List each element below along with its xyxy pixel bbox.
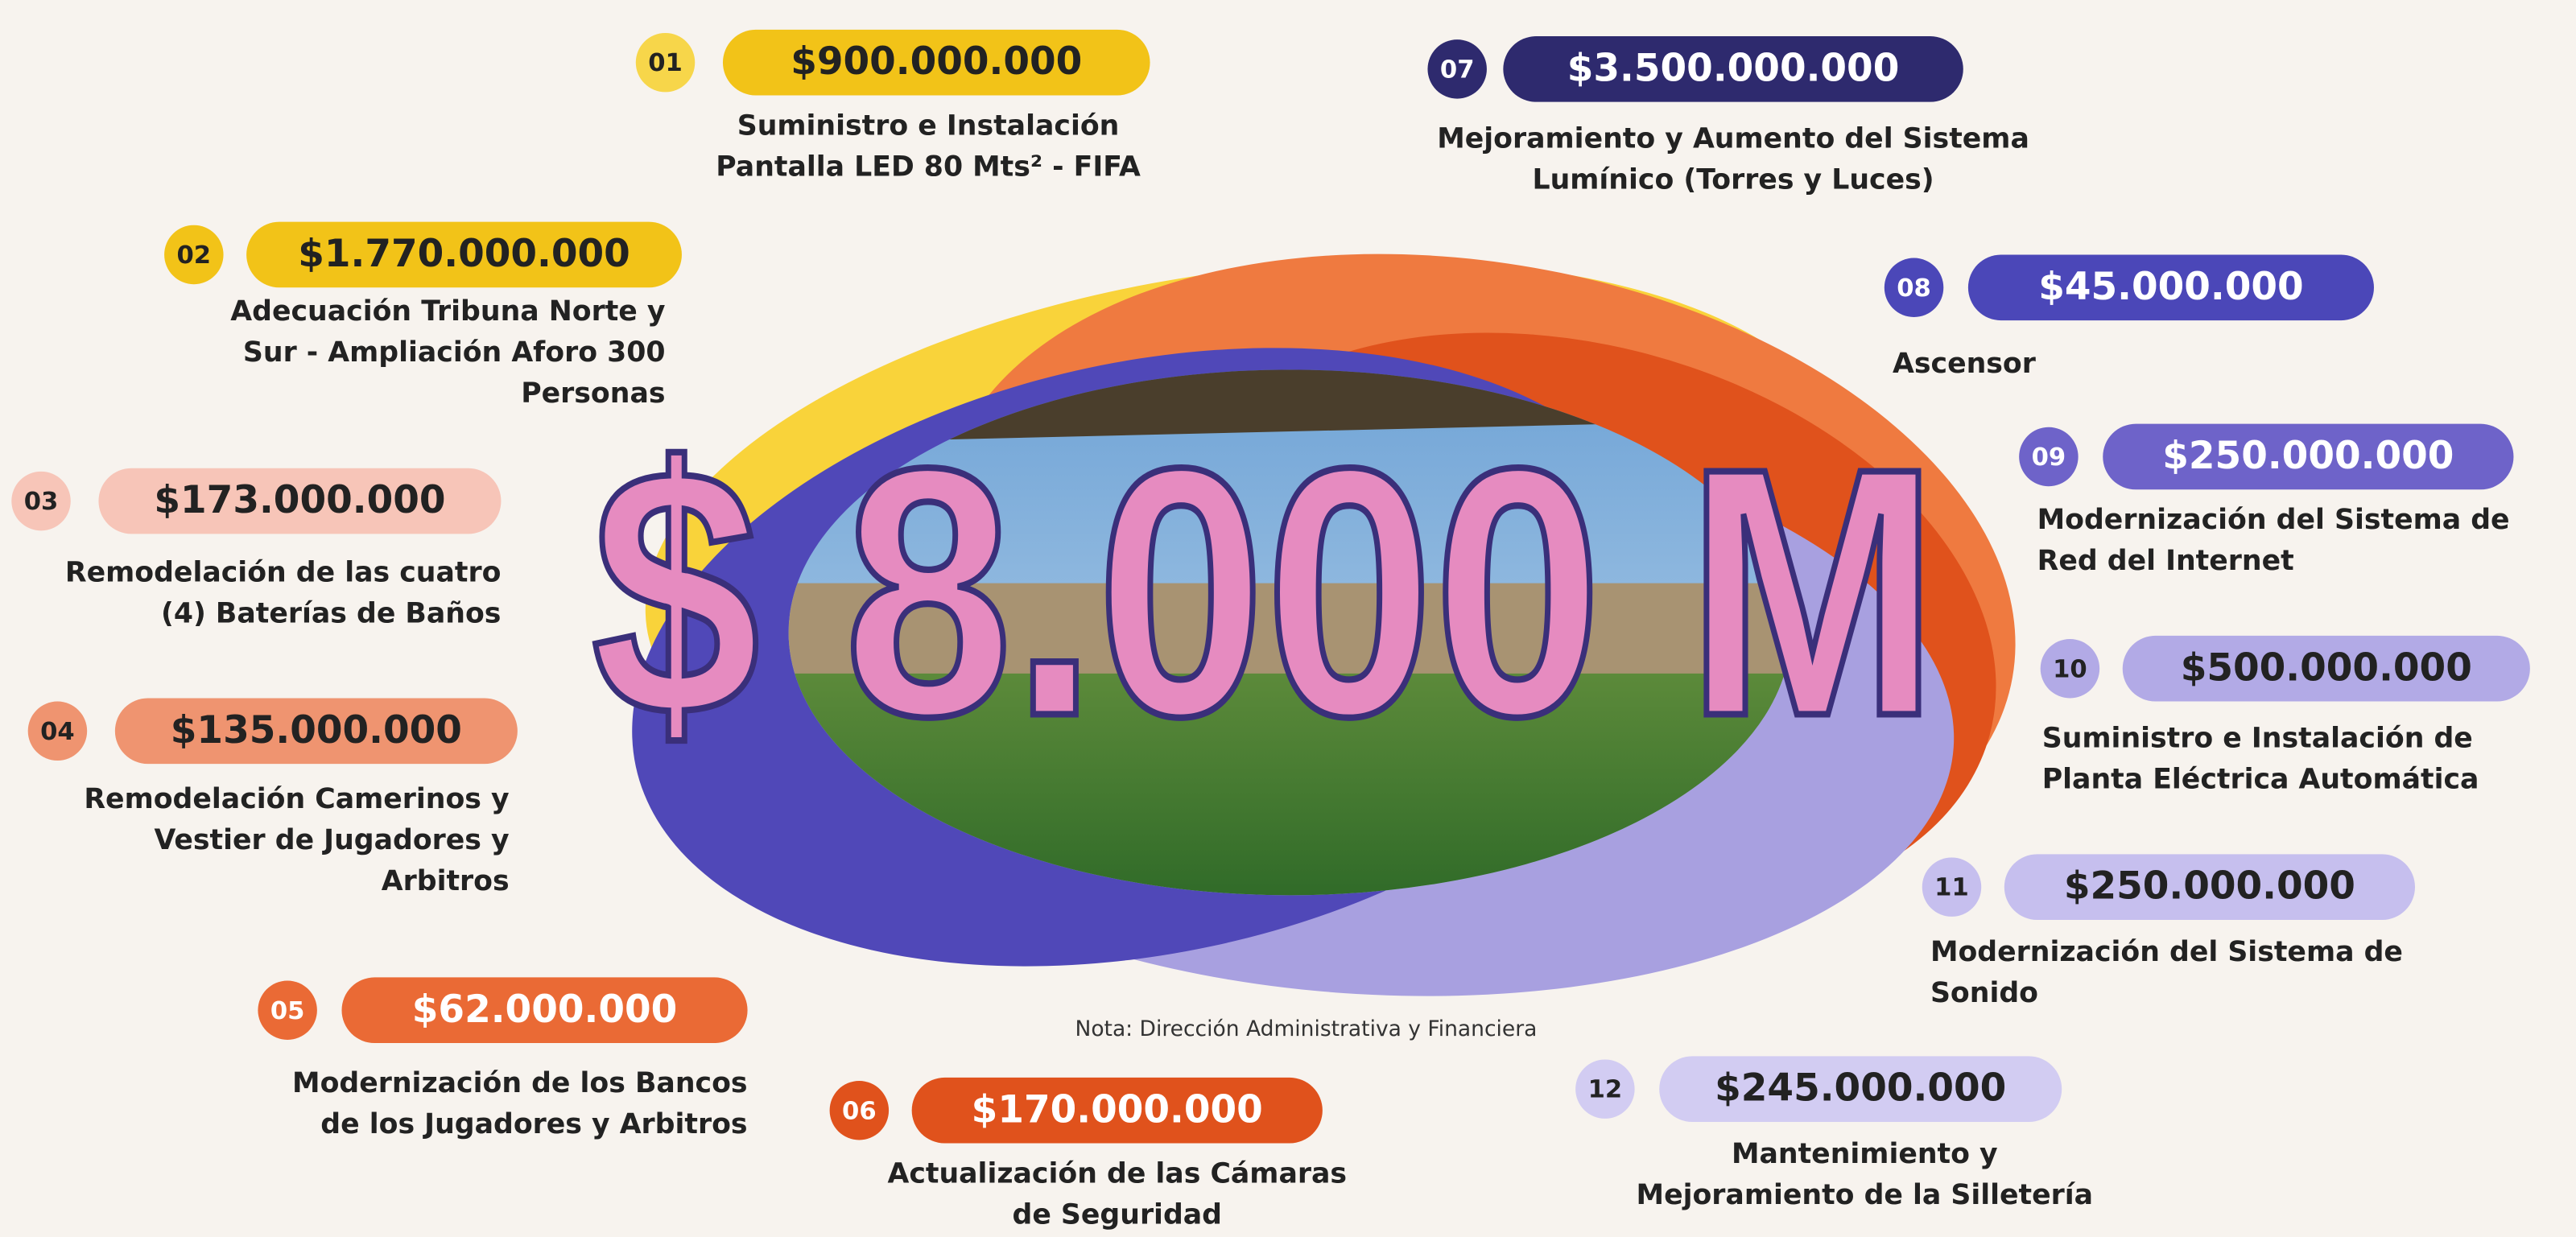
item-number: 07 <box>1440 56 1475 84</box>
item-description: Suministro e Instalación de <box>2042 723 2473 755</box>
item-description: Mejoramiento y Aumento del Sistema <box>1437 123 2029 155</box>
item-description: Modernización del Sistema de <box>1930 936 2403 968</box>
item-number: 03 <box>24 488 59 516</box>
item-description: Adecuación Tribuna Norte y <box>230 295 665 328</box>
item-amount: $173.000.000 <box>154 478 445 522</box>
item-number: 06 <box>842 1097 877 1125</box>
item-description: (4) Baterías de Baños <box>161 597 501 629</box>
item-amount: $245.000.000 <box>1715 1066 2006 1111</box>
item-description: de Seguridad <box>1012 1198 1222 1231</box>
item-amount: $135.000.000 <box>171 708 462 753</box>
total-amount: $ 8.000 M <box>592 394 1938 789</box>
item-number: 05 <box>270 997 305 1025</box>
infographic: $ 8.000 M Nota: Dirección Administrativa… <box>0 0 2576 1237</box>
item-description: Modernización del Sistema de <box>2037 504 2510 536</box>
item-description: Planta Eléctrica Automática <box>2042 764 2479 796</box>
item-description: Remodelación Camerinos y <box>84 783 509 815</box>
item-number: 10 <box>2053 655 2087 683</box>
item-description: Arbitros <box>382 865 510 897</box>
page: $ 8.000 M Nota: Dirección Administrativa… <box>0 0 2576 1237</box>
item-amount: $3.500.000.000 <box>1567 46 1900 90</box>
item-description: Personas <box>521 377 665 410</box>
item-number: 09 <box>2032 443 2066 472</box>
item-amount: $45.000.000 <box>2038 265 2303 309</box>
item-amount: $900.000.000 <box>791 39 1082 84</box>
item-number: 04 <box>40 718 75 746</box>
item-amount: $250.000.000 <box>2162 434 2454 478</box>
item-amount: $250.000.000 <box>2064 864 2355 909</box>
item-description: Pantalla LED 80 Mts² - FIFA <box>716 151 1141 183</box>
item-description: Vestier de Jugadores y <box>154 824 509 856</box>
item-description: Ascensor <box>1893 348 2036 380</box>
item-number: 08 <box>1897 274 1931 303</box>
item-description: Red del Internet <box>2037 545 2294 577</box>
item-description: Lumínico (Torres y Luces) <box>1532 164 1934 196</box>
item-amount: $170.000.000 <box>972 1087 1263 1132</box>
item-number: 11 <box>1934 874 1969 902</box>
item-amount: $62.000.000 <box>412 988 677 1032</box>
item-description: Actualización de las Cámaras <box>887 1157 1347 1190</box>
item-description: Mejoramiento de la Silletería <box>1637 1179 2094 1211</box>
item-number: 01 <box>648 49 683 77</box>
item-amount: $500.000.000 <box>2181 645 2472 690</box>
item-description: Remodelación de las cuatro <box>65 556 502 588</box>
note: Nota: Dirección Administrativa y Financi… <box>1075 1016 1537 1041</box>
item-description: Suministro e Instalación <box>737 109 1120 142</box>
item-description: Mantenimiento y <box>1732 1138 1998 1170</box>
item-description: Sonido <box>1930 977 2038 1009</box>
item-description: Sur - Ampliación Aforo 300 <box>243 336 666 369</box>
item-amount: $1.770.000.000 <box>298 232 630 276</box>
item-description: Modernización de los Bancos <box>292 1067 748 1099</box>
item-number: 12 <box>1588 1076 1623 1104</box>
item-description: de los Jugadores y Arbitros <box>320 1108 747 1140</box>
item-number: 02 <box>177 241 212 270</box>
